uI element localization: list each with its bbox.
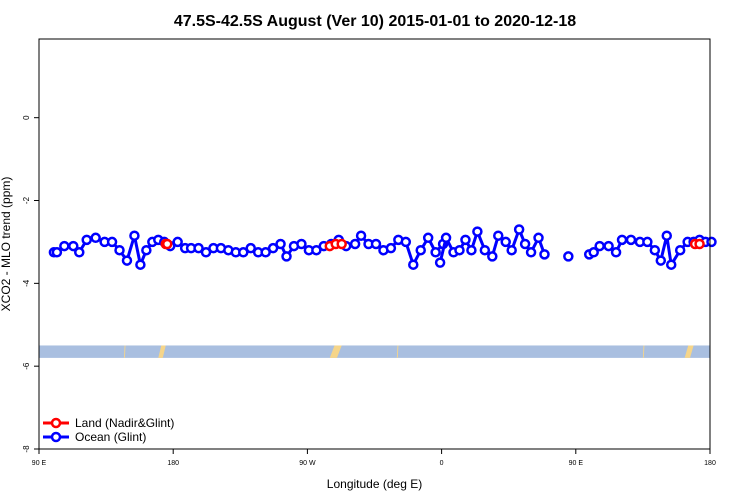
data-point [121,255,133,266]
y-axis: 0 -2 -4 -6 -8 [22,115,39,453]
data-point [506,244,517,256]
data-point [106,236,118,248]
data-point [245,242,256,254]
y-tick-label-0: 0 [22,115,31,120]
data-point [172,236,183,248]
data-point [193,242,204,254]
data-point [525,247,537,258]
data-point [385,242,397,254]
data-point [161,238,173,250]
data-point [661,230,673,241]
data-point [513,224,525,235]
data-point [655,255,667,266]
x-axis: 90 E 180 90 W 0 90 E 180 [32,449,716,467]
ocean-band [39,345,710,358]
data-point [603,240,614,252]
series-layer [48,224,717,270]
data-point [610,247,622,258]
data-point [422,232,434,244]
data-point [336,238,347,250]
data-point [74,247,85,258]
data-point [642,236,653,248]
data-point [311,244,322,256]
data-point [519,238,531,250]
data-point [141,244,152,256]
data-point [539,249,550,260]
data-point [400,236,412,248]
data-point [68,240,79,252]
y-tick-label-3: -6 [22,362,31,370]
data-point [267,242,279,254]
y-tick-label-1: -2 [22,196,31,204]
x-tick-label-5: 180 [704,460,716,467]
chart-title: 47.5S-42.5S August (Ver 10) 2015-01-01 t… [174,13,576,30]
data-point [200,247,212,258]
x-tick-label-0: 90 E [32,460,47,467]
data-point [90,232,101,244]
data-point [59,240,70,252]
data-point [466,244,477,256]
legend-swatch-marker-1 [50,431,62,443]
data-point [625,234,637,246]
data-point [408,259,419,270]
data-point [349,238,361,250]
data-point [81,234,92,246]
data-point [706,236,717,248]
y-axis-label: XCO2 - MLO trend (ppm) [0,177,13,312]
x-tick-label-3: 0 [440,460,444,467]
land-patch-3 [396,345,399,358]
data-point [296,238,307,250]
series-land [160,238,705,252]
data-point [454,244,465,256]
land-patch-0 [123,345,126,358]
landmask-strip [39,345,710,358]
data-point [472,226,483,237]
plot-frame [38,38,711,450]
x-tick-label-4: 90 E [569,460,584,467]
land-patch-5 [684,345,694,358]
data-point [694,238,705,250]
data-point [533,232,544,244]
data-point [594,240,605,252]
legend-label-0: Land (Nadir&Glint) [75,416,174,430]
data-point [135,259,146,270]
data-point [665,259,677,270]
data-point [260,247,271,258]
data-point [281,251,292,262]
data-point [440,232,452,244]
data-point [460,234,471,246]
legend-swatch-marker-0 [50,417,62,429]
data-point [114,244,125,256]
legend-label-1: Ocean (Glint) [75,430,146,444]
data-point [434,257,446,268]
x-axis-label: Longitude (deg E) [327,477,422,491]
land-patch-2 [329,345,342,358]
data-point [674,244,686,256]
data-point [616,234,628,246]
data-point [487,251,498,262]
data-point [370,238,382,250]
data-point [355,230,367,241]
data-point [129,230,140,241]
x-tick-label-1: 180 [167,460,179,467]
y-tick-label-2: -4 [22,279,31,287]
series-ocean [48,224,717,270]
land-patch-4 [642,345,645,358]
x-tick-label-2: 90 W [299,460,316,467]
data-point [415,244,426,256]
data-point [493,230,504,241]
y-tick-label-4: -8 [22,445,31,453]
data-point [238,247,249,258]
data-point [430,247,441,258]
data-point [563,251,574,262]
data-point [649,244,661,256]
land-patch-1 [158,345,166,358]
data-point [275,238,286,250]
data-point [588,247,599,258]
legend: Land (Nadir&Glint)Ocean (Glint) [43,416,174,444]
data-point [51,247,63,258]
data-point [500,236,511,248]
data-point [479,244,491,256]
